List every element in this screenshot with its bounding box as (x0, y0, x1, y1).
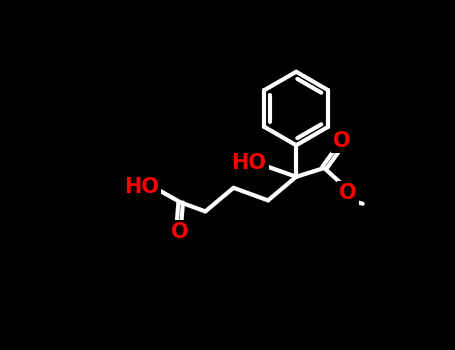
Text: HO: HO (232, 153, 267, 174)
Text: O: O (339, 183, 356, 203)
Text: HO: HO (124, 177, 159, 197)
Text: O: O (171, 222, 188, 242)
Text: O: O (333, 131, 350, 152)
